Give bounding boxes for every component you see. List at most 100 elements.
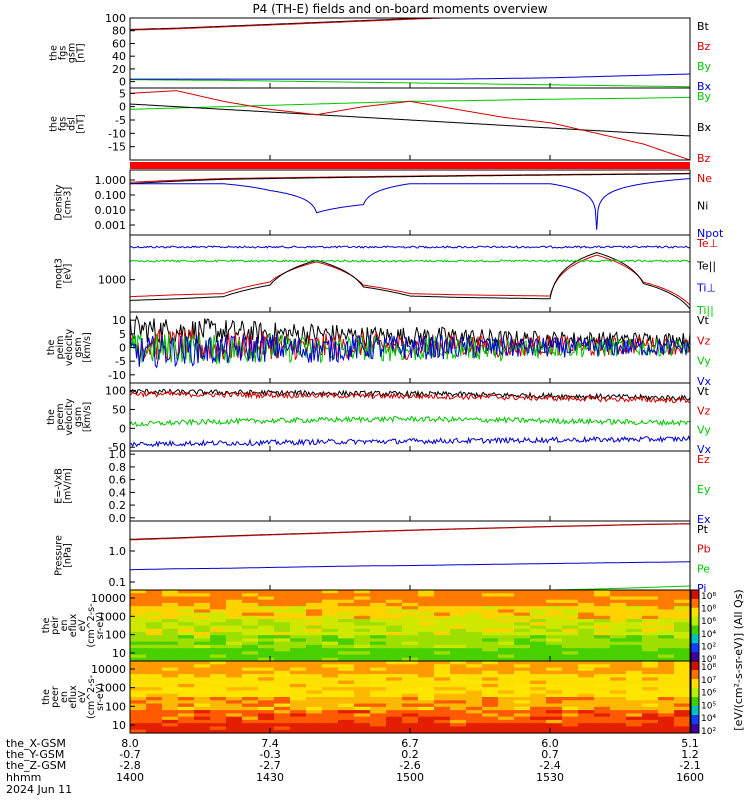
spectrogram-cell (450, 657, 467, 662)
spectrogram-cell (594, 710, 611, 714)
spectrogram-cell (386, 703, 403, 708)
spectrogram-cell (482, 700, 499, 705)
spectrogram-cell (450, 638, 467, 643)
spectrogram-cell (434, 590, 451, 594)
spectrogram-cell (274, 615, 291, 620)
panel-frame (129, 520, 691, 591)
spectrogram-cell (194, 593, 211, 598)
spectrogram-cell (258, 700, 275, 705)
spectrogram-cell (274, 713, 291, 718)
spectrogram-cell (498, 716, 515, 721)
spectrogram-cell (642, 664, 659, 669)
spectrogram-cell (338, 703, 355, 708)
spectrogram-cell (354, 703, 371, 708)
spectrogram-cell (274, 631, 291, 636)
spectrogram-cell (498, 723, 515, 728)
spectrogram-cell (162, 654, 179, 659)
spectrogram-cell (386, 697, 403, 701)
series-line-By (130, 79, 690, 88)
spectrogram-cell (642, 713, 659, 718)
spectrogram-cell (210, 596, 227, 601)
spectrogram-cell (434, 596, 451, 601)
spectrogram-cell (626, 719, 643, 724)
spectrogram-cell (530, 670, 547, 675)
axis-value-x_gsm: 7.4 (261, 737, 279, 750)
spectrogram-cell (194, 716, 211, 721)
spectrogram-cell (338, 599, 355, 604)
spectrogram-cell (402, 674, 419, 678)
spectrogram-cell (402, 644, 419, 649)
spectrogram-cell (466, 622, 483, 627)
spectrogram-cell (626, 667, 643, 672)
spectrogram-cell (274, 657, 291, 662)
colorbar-segment (691, 598, 699, 609)
spectrogram-cell (402, 622, 419, 627)
spectrogram-cell (386, 700, 403, 705)
spectrogram-cell (354, 697, 371, 701)
spectrogram-cell (498, 690, 515, 695)
spectrogram-cell (146, 654, 163, 659)
spectrogram-cell (338, 680, 355, 685)
spectrogram-cell (242, 651, 259, 656)
spectrogram-cell (322, 622, 339, 627)
spectrogram-cell (386, 657, 403, 662)
spectrogram-cell (434, 703, 451, 708)
spectrogram-cell (658, 599, 675, 604)
spectrogram-cell (642, 593, 659, 598)
spectrogram-cell (258, 590, 275, 594)
colorbar-segment (691, 679, 699, 689)
spectrogram-cell (146, 625, 163, 630)
spectrogram-cell (402, 648, 419, 652)
legend-Vy: Vy (697, 424, 711, 437)
spectrogram-cell (610, 654, 627, 659)
spectrogram-cell (146, 615, 163, 620)
spectrogram-cell (242, 703, 259, 708)
spectrogram-cell (418, 657, 435, 662)
ylabel-line: the (41, 689, 52, 705)
spectrogram-cell (338, 648, 355, 652)
ytick-label: 0.0 (109, 512, 127, 525)
spectrogram-cell (674, 619, 691, 623)
spectrogram-cell (658, 635, 675, 640)
spectrogram-cell (610, 687, 627, 692)
spectrogram-cell (514, 697, 531, 701)
ylabel-line: gsm (73, 337, 84, 357)
spectrogram-cell (674, 729, 691, 734)
spectrogram-cell (578, 612, 595, 617)
spectrogram-cell (466, 723, 483, 728)
spectrogram-cell (578, 628, 595, 633)
spectrogram-cell (354, 677, 371, 682)
spectrogram-cell (674, 713, 691, 718)
spectrogram-cell (546, 664, 563, 669)
spectrogram-cell (434, 680, 451, 685)
legend-Vy: Vy (697, 355, 711, 368)
spectrogram-cell (162, 599, 179, 604)
series-line-Vx (129, 333, 691, 369)
spectrogram-cell (482, 726, 499, 731)
legend-Bz: Bz (697, 152, 711, 165)
spectrogram-cell (386, 599, 403, 604)
spectrogram-cell (194, 667, 211, 672)
spectrogram-cell (226, 596, 243, 601)
spectrogram-cell (642, 596, 659, 601)
spectrogram-cell (546, 596, 563, 601)
spectrogram-cell (290, 625, 307, 630)
spectrogram-cell (434, 713, 451, 718)
spectrogram-cell (194, 615, 211, 620)
ytick-label: 0 (119, 101, 126, 114)
spectrogram-cell (146, 729, 163, 734)
spectrogram-cell (322, 619, 339, 623)
spectrogram-cell (258, 690, 275, 695)
spectrogram-cell (626, 706, 643, 711)
spectrogram-cell (610, 723, 627, 728)
spectrogram-cell (146, 723, 163, 728)
spectrogram-cell (290, 683, 307, 688)
spectrogram-cell (514, 716, 531, 721)
spectrogram-cell (226, 609, 243, 614)
spectrogram-cell (178, 615, 195, 620)
spectrogram-cell (514, 654, 531, 659)
spectrogram-cell (290, 680, 307, 685)
spectrogram-cell (674, 596, 691, 601)
spectrogram-cell (514, 677, 531, 682)
spectrogram-cell (562, 726, 579, 731)
